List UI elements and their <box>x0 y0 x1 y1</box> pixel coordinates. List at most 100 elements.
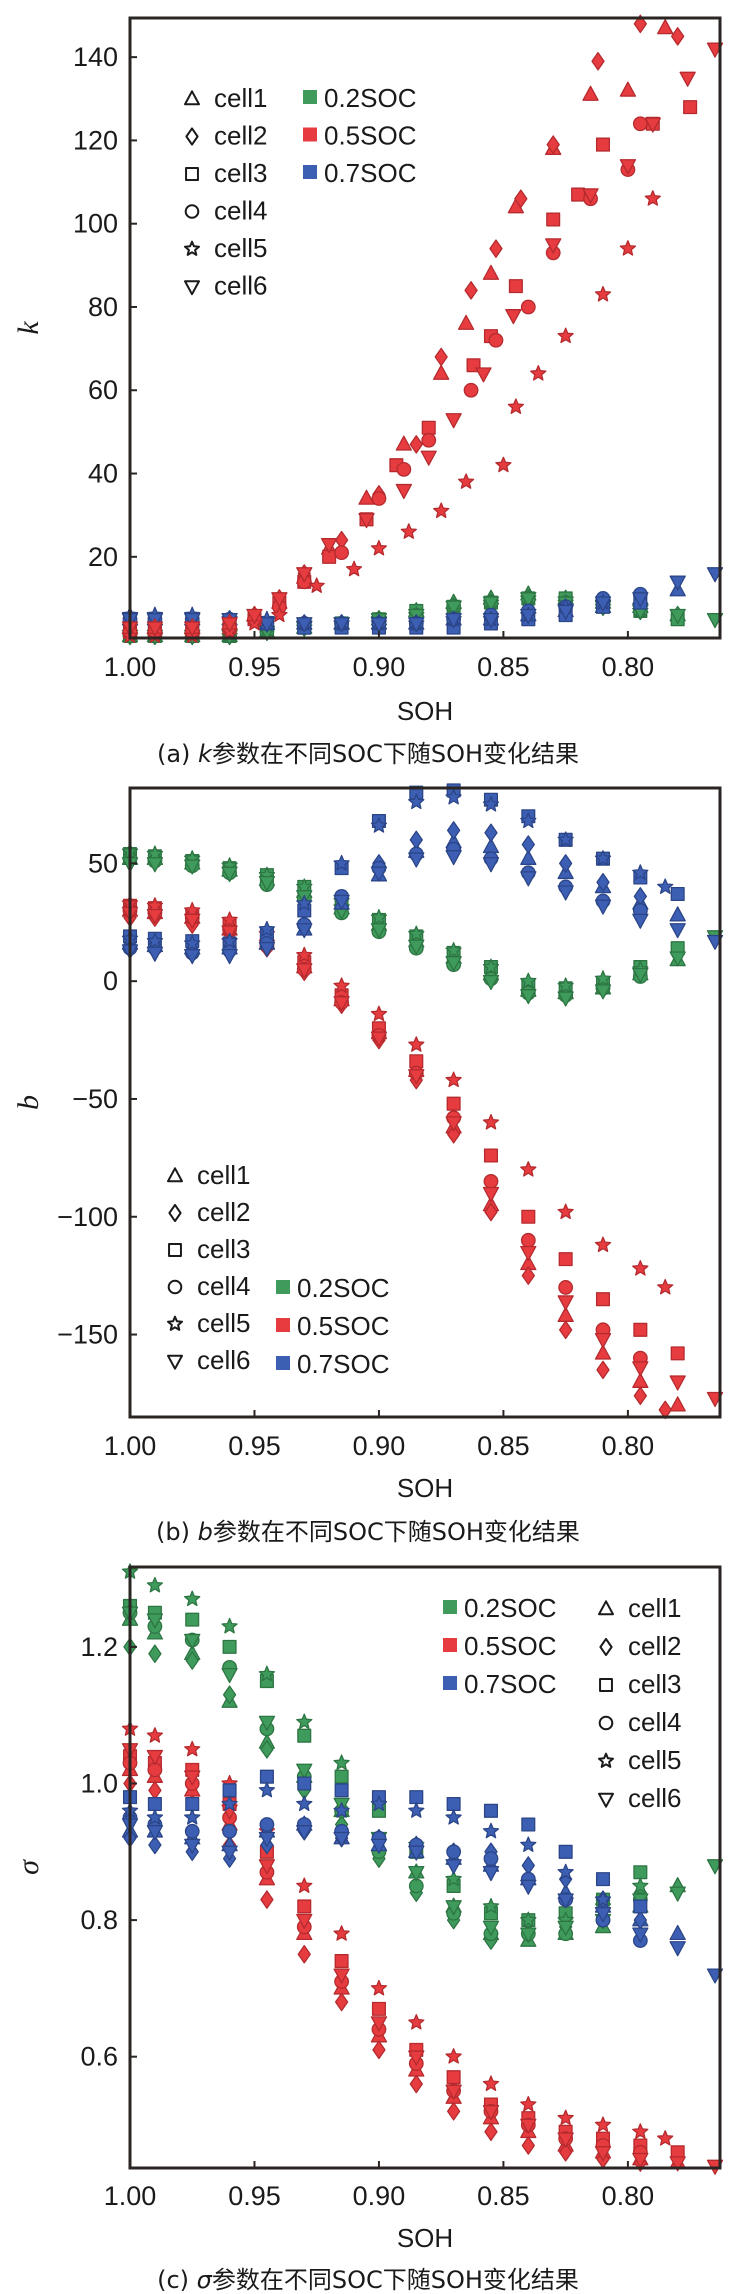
data-point <box>333 1968 350 1984</box>
data-point <box>520 1836 537 1852</box>
data-point <box>557 977 574 993</box>
data-point <box>464 281 478 300</box>
data-point <box>557 991 574 1007</box>
data-point <box>260 1890 274 1909</box>
data-point <box>222 1685 237 1704</box>
data-point <box>370 1031 388 1047</box>
data-point <box>483 1851 499 1867</box>
data-point <box>221 617 238 633</box>
data-point <box>482 1113 500 1130</box>
data-point <box>520 1161 537 1177</box>
data-point <box>670 1346 685 1361</box>
data-point <box>520 592 537 608</box>
data-point <box>557 885 574 901</box>
data-point <box>632 116 648 132</box>
legend: cell1 cell2 cell3 cell4 cell5 cell6 0.2SOC 0.5S… <box>184 83 417 301</box>
data-point <box>594 850 612 866</box>
data-point <box>409 2074 423 2094</box>
data-point <box>297 1944 311 1964</box>
data-point <box>520 1911 537 1928</box>
legend-label: 0.7SOC <box>464 1669 557 1699</box>
x-tick-label: 0.80 <box>602 652 655 682</box>
data-point <box>594 1344 612 1360</box>
data-point <box>446 1125 461 1144</box>
data-point <box>594 2146 612 2162</box>
data-point <box>333 854 350 871</box>
data-point <box>446 1844 462 1860</box>
data-point <box>445 1116 462 1132</box>
data-point <box>370 1005 388 1022</box>
y-tick-label: 0 <box>103 966 118 996</box>
data-point <box>146 1727 164 1743</box>
data-point <box>445 942 462 958</box>
data-point <box>296 617 313 633</box>
data-point <box>521 1209 536 1224</box>
data-point <box>260 1740 274 1759</box>
data-point <box>322 549 337 564</box>
data-point <box>669 1375 686 1391</box>
data-point <box>222 1639 237 1654</box>
legend-label: 0.7SOC <box>324 158 417 188</box>
data-point <box>669 906 686 922</box>
series-07SOC-cell6 <box>121 850 724 965</box>
data-point <box>271 592 288 608</box>
data-point <box>296 1763 313 1779</box>
data-point <box>334 545 350 561</box>
legend-label: 0.5SOC <box>464 1631 557 1661</box>
legend-circle-icon <box>598 1715 614 1731</box>
data-point <box>669 2156 686 2172</box>
data-point <box>184 1823 200 1839</box>
x-tick-label: 1.00 <box>104 1431 157 1461</box>
data-point <box>408 939 425 955</box>
data-point <box>408 1866 425 1882</box>
panel-caption: (c) σ参数在不同SOC下随SOH变化结果 <box>157 2266 579 2294</box>
legend-square-icon <box>168 1243 182 1257</box>
x-tick-label: 0.85 <box>477 2181 530 2211</box>
legend-swatch-icon <box>303 90 317 104</box>
data-point <box>184 1740 201 1757</box>
data-point <box>184 948 201 965</box>
data-point <box>482 2075 500 2092</box>
data-point <box>370 923 388 939</box>
data-point <box>520 849 537 865</box>
data-markers <box>121 14 724 646</box>
data-point <box>457 314 475 330</box>
data-point <box>333 1802 350 1818</box>
data-point <box>520 2118 537 2134</box>
data-point <box>482 857 500 873</box>
data-point <box>296 1795 313 1812</box>
data-point <box>594 1332 612 1349</box>
data-point <box>446 2102 461 2121</box>
data-point <box>669 575 686 591</box>
series-05SOC-cell5 <box>121 190 661 643</box>
data-point <box>146 908 164 925</box>
data-point <box>520 2095 537 2112</box>
data-point <box>395 483 412 500</box>
x-tick-label: 0.85 <box>477 652 530 682</box>
data-point <box>408 1802 425 1818</box>
data-point <box>370 1795 388 1812</box>
data-point <box>482 795 500 812</box>
data-point <box>184 1809 201 1825</box>
data-point <box>505 309 522 325</box>
legend-label: cell2 <box>214 121 267 151</box>
data-point <box>520 1245 537 1261</box>
data-point <box>409 1790 424 1805</box>
data-point <box>483 1174 499 1189</box>
legend-diamond-icon <box>168 1203 182 1223</box>
x-tick-label: 1.00 <box>104 652 157 682</box>
data-point <box>408 1036 425 1052</box>
y-tick-label: 40 <box>88 459 118 489</box>
data-point <box>259 1817 275 1832</box>
legend-square-icon <box>185 167 199 181</box>
data-point <box>482 1186 500 1203</box>
legend-swatch-icon <box>276 1356 290 1370</box>
data-point <box>482 2105 500 2121</box>
data-point <box>632 2123 649 2139</box>
series-05SOC-cell5 <box>121 1720 674 2146</box>
plot-frame <box>128 786 722 1419</box>
data-point <box>482 1866 500 1882</box>
data-point <box>546 135 560 154</box>
data-point <box>669 951 686 967</box>
data-point <box>557 1295 574 1311</box>
